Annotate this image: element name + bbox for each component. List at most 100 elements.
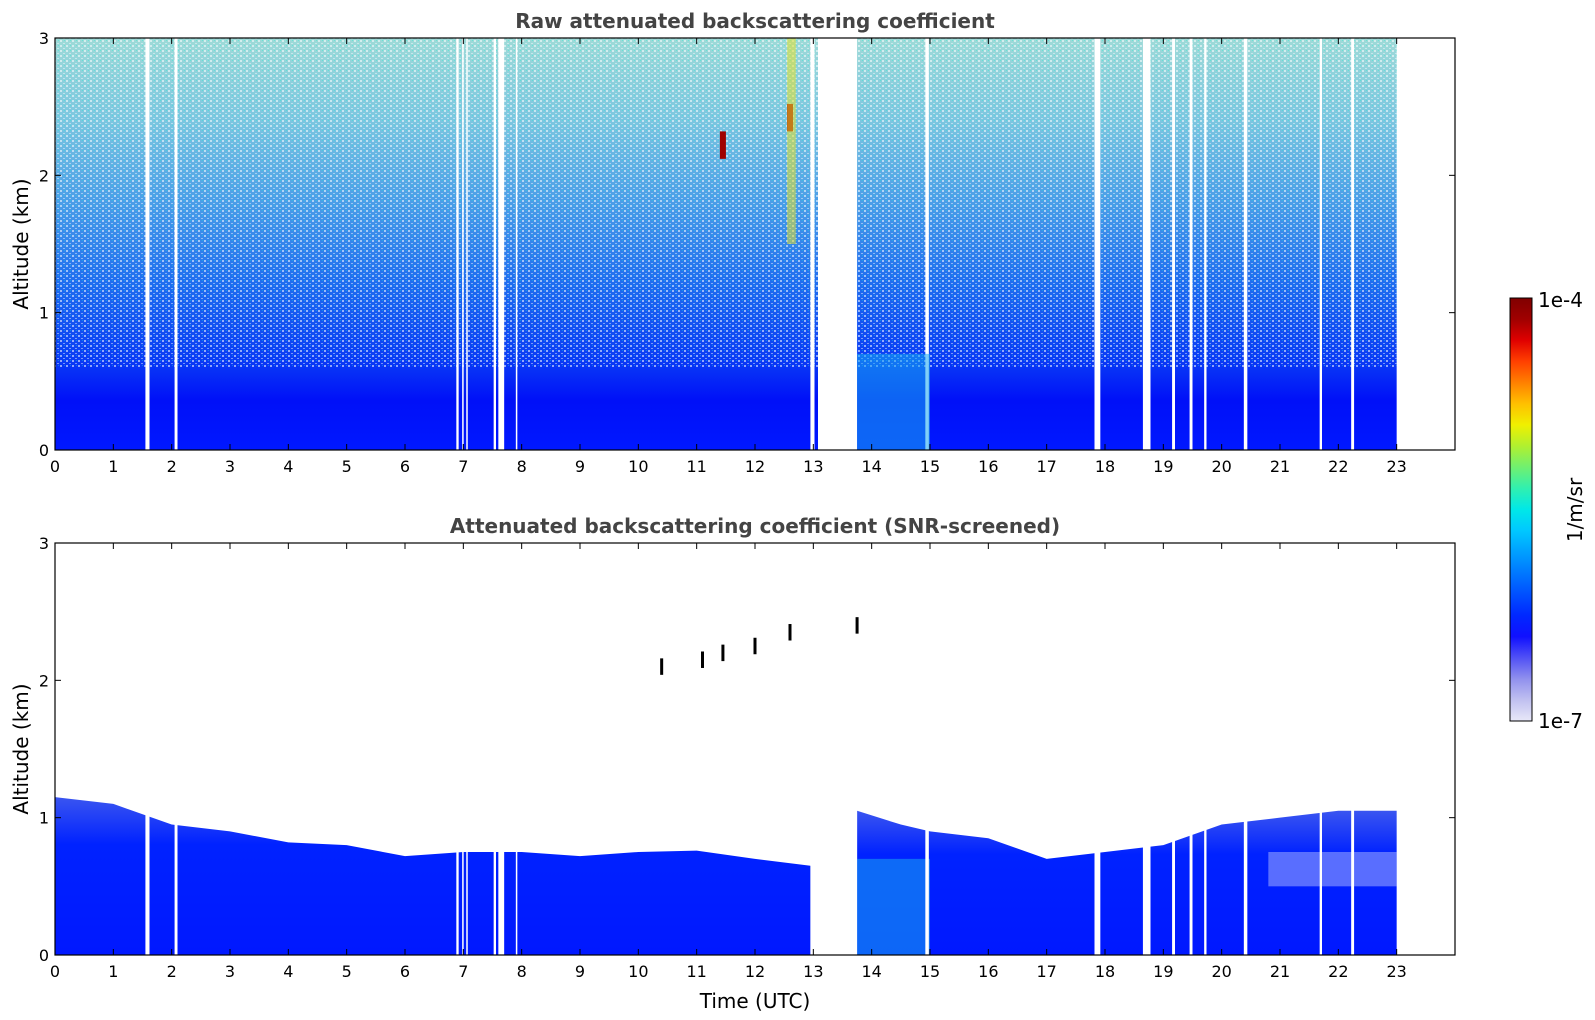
- x-tick-label: 9: [575, 457, 585, 476]
- cloud-feature: [719, 131, 726, 159]
- y-tick-label: 3: [39, 29, 49, 48]
- data-gap: [1243, 38, 1248, 450]
- data-gap: [1094, 38, 1101, 450]
- data-gap: [498, 38, 505, 450]
- afternoon-surface-layer: [857, 858, 930, 955]
- x-tick-label: 16: [978, 457, 998, 476]
- x-tick-label: 20: [1211, 457, 1231, 476]
- residual-layer-band: [1268, 852, 1397, 887]
- x-tick-label: 14: [861, 962, 881, 981]
- data-gap: [1189, 38, 1193, 450]
- data-gap: [515, 38, 518, 450]
- bottom-heatmap: [55, 543, 1397, 955]
- x-tick-label: 6: [400, 457, 410, 476]
- x-tick-label: 4: [283, 962, 293, 981]
- y-tick-label: 2: [39, 671, 49, 690]
- x-tick-label: 12: [745, 457, 765, 476]
- colorbar-max-label: 1e-4: [1538, 288, 1583, 312]
- x-tick-label: 21: [1270, 962, 1290, 981]
- y-tick-label: 1: [39, 809, 49, 828]
- data-gap: [818, 543, 858, 955]
- x-tick-label: 20: [1211, 962, 1231, 981]
- data-gap: [925, 38, 929, 450]
- data-gap: [1142, 543, 1151, 955]
- bottom-x-axis: 0 1 2 3 4 5 6 7 8 9 10 11 12 13 14 15 16 17 18 19 20 21 22 23: [50, 543, 1407, 981]
- x-tick-label: 23: [1386, 962, 1406, 981]
- x-tick-label: 13: [803, 962, 823, 981]
- x-tick-label: 11: [686, 457, 706, 476]
- data-gap: [466, 543, 468, 955]
- x-tick-label: 19: [1153, 457, 1173, 476]
- data-gap: [515, 543, 518, 955]
- cloud-feature: [753, 637, 757, 655]
- top-x-axis: 0 1 2 3 4 5 6 7 8 9 10 11 12 13 14 15 16 17 18 19 20 21 22 23: [50, 38, 1407, 476]
- x-tick-label: 16: [978, 962, 998, 981]
- data-gap: [493, 38, 496, 450]
- data-gap: [466, 38, 468, 450]
- colorbar: 1e-4 1e-7 1/m/sr: [1509, 288, 1587, 733]
- x-tick-label: 10: [628, 457, 648, 476]
- data-gap: [1094, 543, 1101, 955]
- data-gap: [145, 38, 150, 450]
- x-tick-label: 7: [458, 457, 468, 476]
- x-tick-label: 5: [342, 457, 352, 476]
- y-tick-label: 1: [39, 304, 49, 323]
- x-tick-label: 8: [517, 962, 527, 981]
- data-gap: [493, 543, 496, 955]
- data-gap: [1351, 38, 1355, 450]
- bottom-panel: Attenuated backscattering coefficient (S…: [9, 514, 1456, 1013]
- data-gap: [1319, 543, 1322, 955]
- colorbar-gradient: [1509, 297, 1533, 722]
- x-tick-label: 18: [1095, 962, 1115, 981]
- x-tick-label: 12: [745, 962, 765, 981]
- x-tick-label: 23: [1386, 457, 1406, 476]
- x-tick-label: 10: [628, 962, 648, 981]
- x-tick-label: 17: [1036, 962, 1056, 981]
- x-tick-label: 1: [108, 962, 118, 981]
- data-gap: [925, 543, 929, 955]
- data-gap: [456, 543, 459, 955]
- data-gap: [145, 543, 150, 955]
- top-panel-title: Raw attenuated backscattering coefficien…: [515, 9, 995, 33]
- y-tick-label: 0: [39, 946, 49, 965]
- data-gap: [174, 543, 178, 955]
- data-gap: [456, 38, 459, 450]
- bottom-y-axis: 0 1 2 3: [39, 534, 1455, 965]
- x-tick-label: 19: [1153, 962, 1173, 981]
- top-y-axis-label: Altitude (km): [9, 178, 33, 309]
- data-gap: [818, 38, 858, 450]
- boundary-layer-morning: [55, 797, 811, 955]
- x-tick-label: 22: [1328, 962, 1348, 981]
- x-tick-label: 4: [283, 457, 293, 476]
- cloud-feature: [855, 617, 859, 634]
- x-tick-label: 0: [50, 457, 60, 476]
- data-gap: [1204, 543, 1207, 955]
- data-gap: [1351, 543, 1355, 955]
- x-axis-label: Time (UTC): [699, 989, 811, 1013]
- colorbar-min-label: 1e-7: [1538, 709, 1583, 733]
- x-tick-label: 17: [1036, 457, 1056, 476]
- x-tick-label: 8: [517, 457, 527, 476]
- afternoon-surface-layer: [857, 353, 930, 450]
- bottom-panel-title: Attenuated backscattering coefficient (S…: [450, 514, 1060, 538]
- x-tick-label: 14: [861, 457, 881, 476]
- cloud-feature: [660, 658, 664, 675]
- top-y-axis: 0 1 2 3: [39, 29, 1455, 460]
- x-tick-label: 11: [686, 962, 706, 981]
- data-gap: [1142, 38, 1151, 450]
- bottom-y-axis-label: Altitude (km): [9, 683, 33, 814]
- high-signal-column: [787, 38, 796, 244]
- x-tick-label: 7: [458, 962, 468, 981]
- x-tick-label: 15: [920, 457, 940, 476]
- data-gap: [1189, 543, 1193, 955]
- data-gap: [1172, 38, 1175, 450]
- top-heatmap: [55, 38, 1397, 450]
- top-panel: Raw attenuated backscattering coefficien…: [9, 9, 1456, 476]
- y-tick-label: 0: [39, 441, 49, 460]
- data-gap: [1319, 38, 1322, 450]
- x-tick-label: 15: [920, 962, 940, 981]
- boundary-layer-afternoon: [857, 810, 1397, 955]
- y-tick-label: 3: [39, 534, 49, 553]
- cloud-feature: [788, 624, 792, 641]
